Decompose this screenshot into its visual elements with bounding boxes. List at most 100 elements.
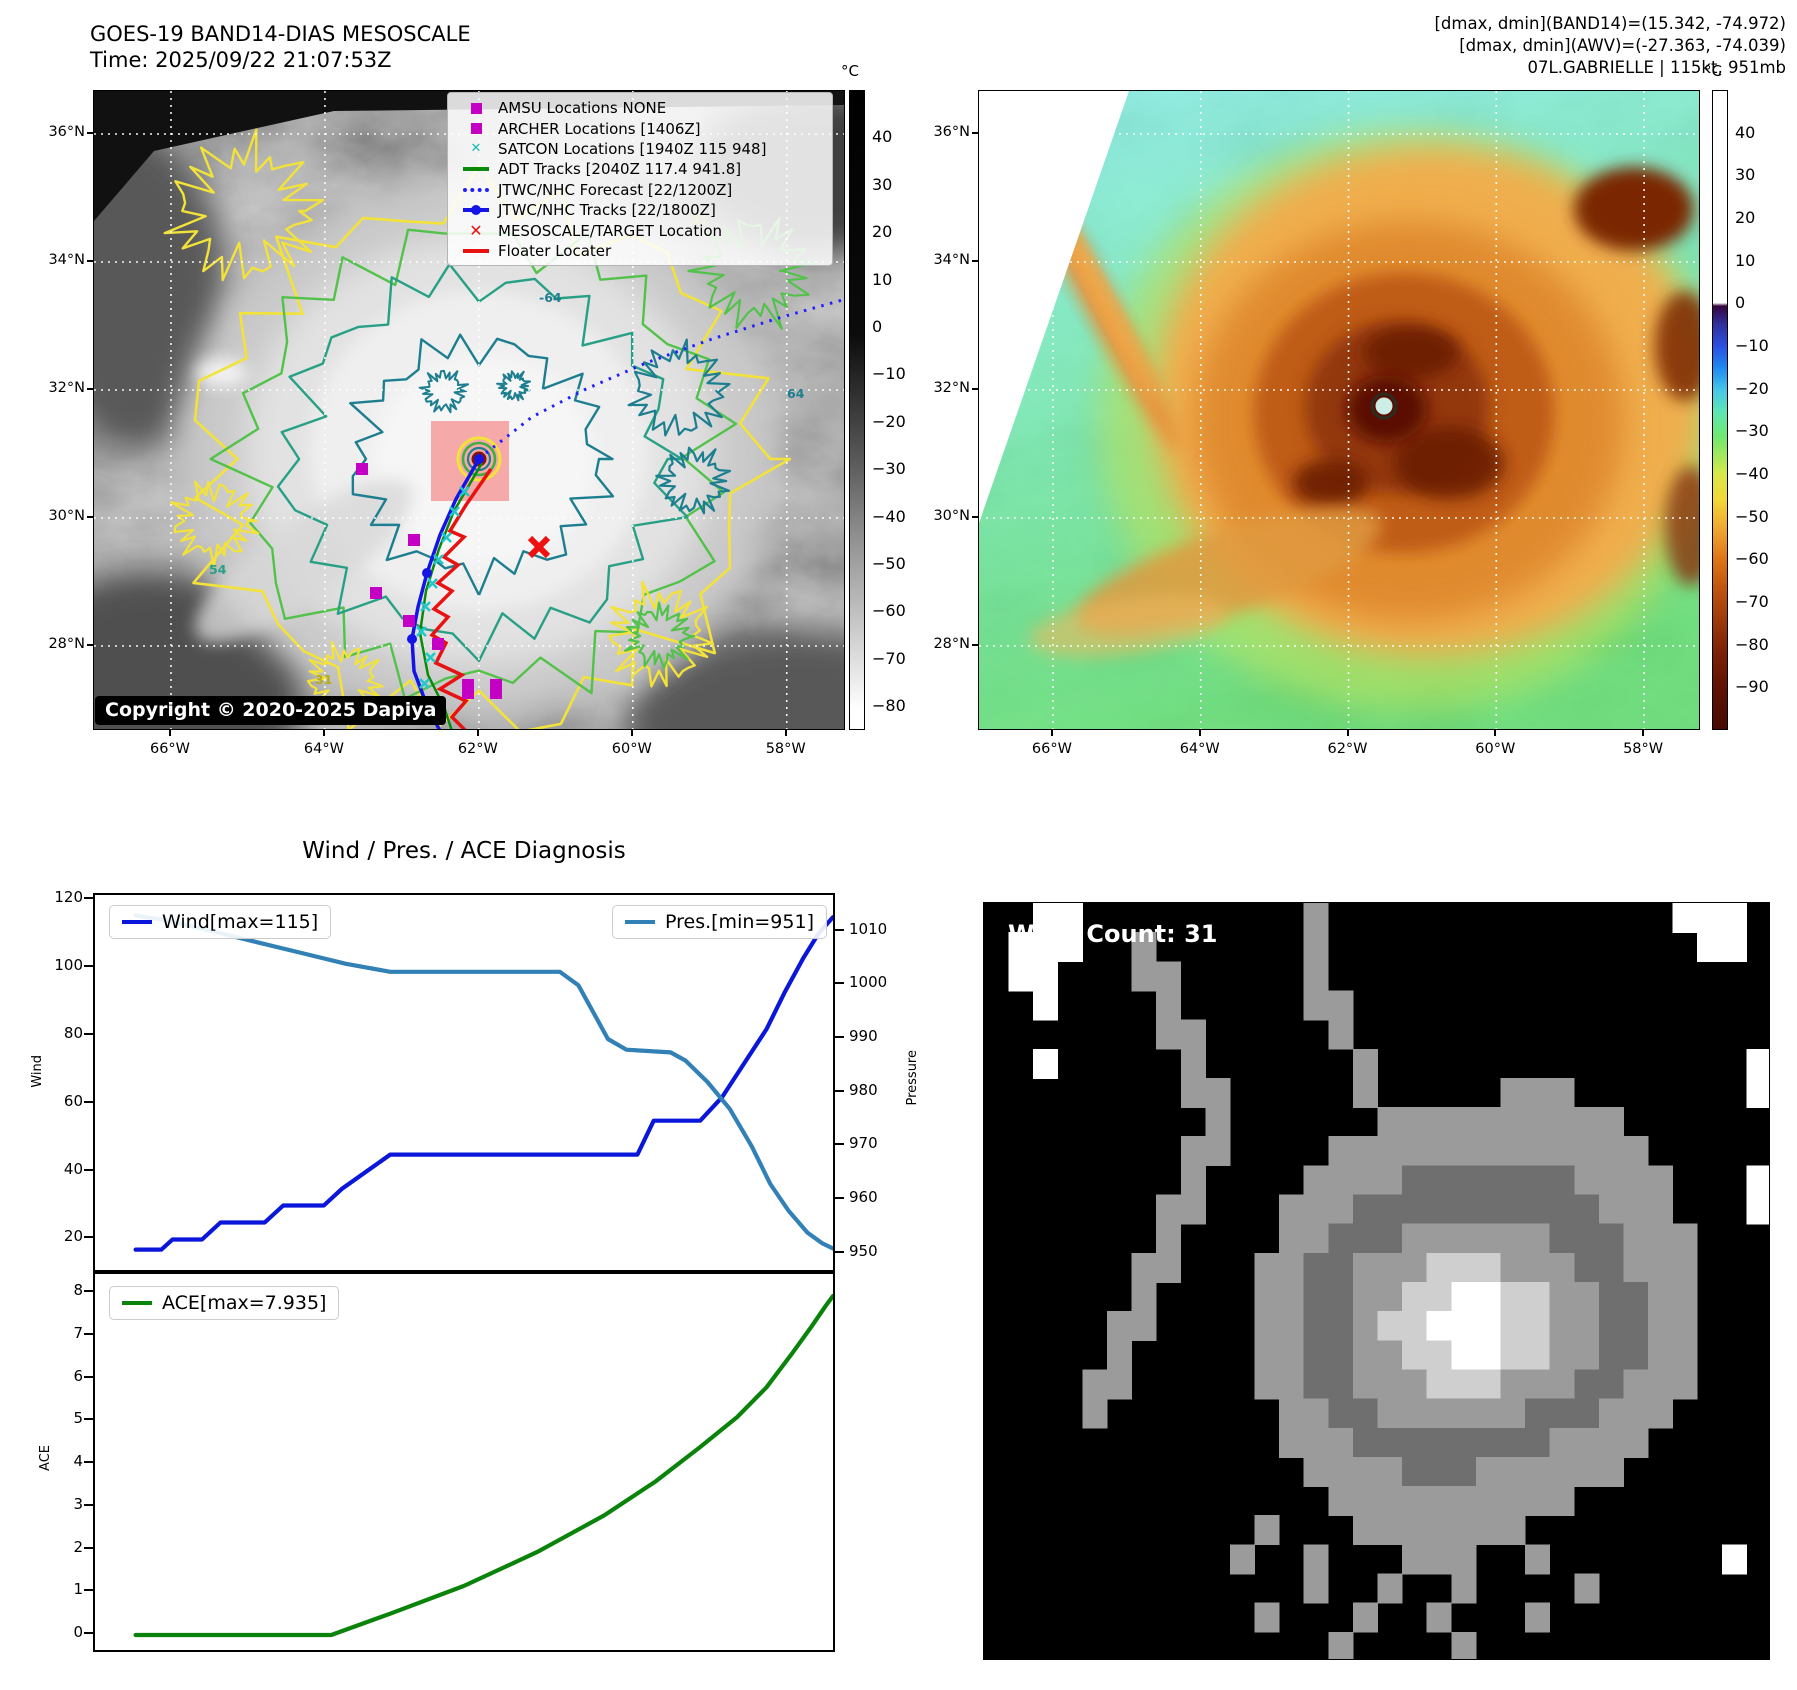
y-tick-label: 120 xyxy=(54,888,83,907)
y2-tick-label: 1000 xyxy=(849,973,888,992)
legend-item: JTWC/NHC Forecast [22/1200Z] xyxy=(454,180,826,200)
lon-tick-label: 58°W xyxy=(765,741,806,757)
y-tick-label: 4 xyxy=(73,1452,83,1471)
colorbar-tick-label: −10 xyxy=(1735,336,1769,355)
header-dmax-band14: [dmax, dmin](BAND14)=(15.342, -74.972) xyxy=(1434,14,1786,33)
lat-tick-label: 32°N xyxy=(48,380,85,396)
legend-label: JTWC/NHC Forecast [22/1200Z] xyxy=(498,180,733,199)
y-tick-mark xyxy=(84,897,93,900)
y2-tick-mark xyxy=(835,928,844,931)
colorbar-tick-label: −80 xyxy=(872,696,906,716)
awv-colorbar-unit: °C xyxy=(1704,62,1722,80)
legend-label: AMSU Locations NONE xyxy=(498,99,667,118)
y-tick-label: 0 xyxy=(73,1623,83,1642)
band14-colorbar-unit: °C xyxy=(841,62,859,80)
y2-tick-mark xyxy=(835,1035,844,1038)
floater-locater-track xyxy=(429,468,493,729)
legend-label: ADT Tracks [2040Z 117.4 941.8] xyxy=(498,160,742,179)
jtwc-track xyxy=(410,458,481,729)
y2-tick-label: 950 xyxy=(849,1241,878,1260)
lat-tick-mark xyxy=(87,132,93,134)
y-tick-label: 60 xyxy=(63,1091,83,1110)
target-x-icon xyxy=(527,535,551,559)
dotted-marker-icon xyxy=(454,187,498,192)
lat-tick-mark xyxy=(87,644,93,646)
wind-pressure-series-line xyxy=(133,915,833,1252)
colorbar-tick-label: 0 xyxy=(1735,293,1746,313)
band14-legend: AMSU Locations NONE ARCHER Locations [140… xyxy=(447,92,833,267)
colorbar-tick-label: 40 xyxy=(1735,122,1756,142)
y2-tick-label: 960 xyxy=(849,1188,878,1207)
lat-tick-label: 28°N xyxy=(933,636,970,652)
colorbar-tick-label: −30 xyxy=(872,459,906,479)
square-marker-icon xyxy=(454,102,498,114)
lon-tick-mark xyxy=(476,730,479,736)
ace-chart: ACE[max=7.935] xyxy=(93,1272,835,1652)
lon-tick-label: 62°W xyxy=(457,741,498,757)
lat-tick-mark xyxy=(972,260,978,262)
y-tick-mark xyxy=(84,1461,93,1464)
pressure-axis-label: Pressure xyxy=(905,1050,920,1106)
y2-tick-mark xyxy=(835,1089,844,1092)
contour-label: 64 xyxy=(787,386,805,401)
y-tick-label: 40 xyxy=(63,1159,83,1178)
lon-tick-mark xyxy=(1050,730,1053,736)
lon-tick-label: 62°W xyxy=(1327,741,1368,757)
ace-legend-label: ACE[max=7.935] xyxy=(162,1292,327,1314)
y-tick-mark xyxy=(84,1332,93,1335)
colorbar-tick-label: 0 xyxy=(872,317,883,337)
colorbar-tick-label: 30 xyxy=(872,174,893,194)
lat-tick-mark xyxy=(972,388,978,390)
wind-pressure-series-line xyxy=(133,913,833,1251)
y2-tick-label: 1010 xyxy=(849,919,888,938)
y-tick-label: 6 xyxy=(73,1366,83,1385)
awv-graticule xyxy=(979,91,1699,729)
wind-pressure-chart: Wind[max=115] Pres.[min=951] xyxy=(93,893,835,1272)
band14-colorbar xyxy=(849,90,865,730)
band14-time: Time: 2025/09/22 21:07:53Z xyxy=(90,48,392,72)
lon-tick-label: 66°W xyxy=(149,741,191,757)
y2-tick-mark xyxy=(835,982,844,985)
colorbar-tick-label: −60 xyxy=(1735,549,1769,569)
lon-tick-label: 60°W xyxy=(1475,741,1516,757)
colorbar-tick-label: −70 xyxy=(872,648,906,668)
wmg-pixel-image xyxy=(984,903,1769,1659)
y-tick-label: 2 xyxy=(73,1537,83,1556)
y-tick-mark xyxy=(84,964,93,967)
pressure-legend: Pres.[min=951] xyxy=(612,905,827,939)
header-storm-id: 07L.GABRIELLE | 115kt, 951mb xyxy=(1527,58,1787,77)
legend-item: AMSU Locations NONE xyxy=(454,98,826,118)
legend-item: ✕ SATCON Locations [1940Z 115 948] xyxy=(454,139,826,159)
lon-tick-mark xyxy=(1198,730,1201,736)
lat-tick-label: 28°N xyxy=(48,636,85,652)
lat-tick-label: 36°N xyxy=(933,124,970,140)
lon-tick-mark xyxy=(322,730,325,736)
y-tick-mark xyxy=(84,1032,93,1035)
colorbar-tick-label: −50 xyxy=(1735,506,1769,526)
satcon-markers xyxy=(416,486,470,709)
colorbar-tick-label: −40 xyxy=(872,506,906,526)
legend-label: JTWC/NHC Tracks [22/1800Z] xyxy=(498,201,716,220)
line-marker-icon xyxy=(454,167,498,172)
colorbar-tick-label: 40 xyxy=(872,127,893,147)
colorbar-tick-label: 20 xyxy=(872,222,893,242)
ace-series-line xyxy=(133,1293,833,1638)
ace-legend-swatch xyxy=(122,1301,152,1305)
awv-satellite-panel xyxy=(978,90,1700,730)
y-tick-mark xyxy=(84,1589,93,1592)
awv-colorbar xyxy=(1712,90,1728,730)
y-tick-mark xyxy=(84,1546,93,1549)
lat-tick-mark xyxy=(87,388,93,390)
legend-label: SATCON Locations [1940Z 115 948] xyxy=(498,139,767,158)
y-tick-mark xyxy=(84,1418,93,1421)
archer-markers xyxy=(356,463,502,699)
legend-item: ARCHER Locations [1406Z] xyxy=(454,118,826,138)
colorbar-tick-label: −80 xyxy=(1735,634,1769,654)
lon-tick-label: 60°W xyxy=(611,741,652,757)
y-tick-mark xyxy=(84,1290,93,1293)
lat-tick-mark xyxy=(972,516,978,518)
contour-label: 54 xyxy=(209,562,227,577)
lat-tick-label: 34°N xyxy=(48,252,85,268)
legend-label: MESOSCALE/TARGET Location xyxy=(498,221,723,240)
lat-tick-label: 30°N xyxy=(933,508,970,524)
